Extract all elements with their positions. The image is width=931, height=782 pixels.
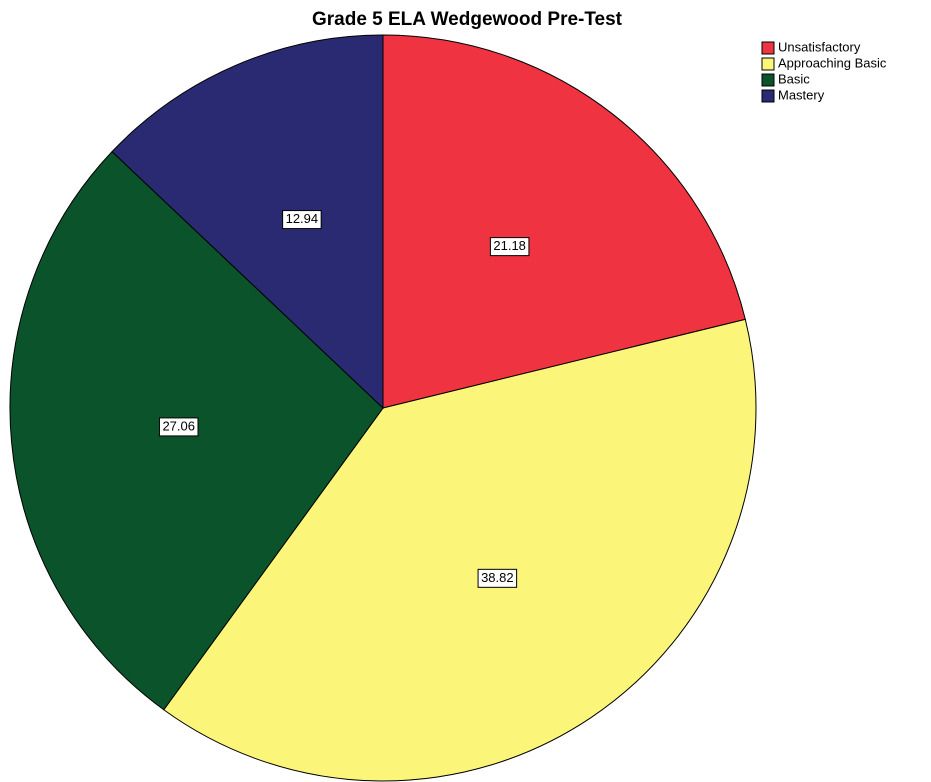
legend-swatch — [761, 73, 775, 87]
data-label: 12.94 — [286, 211, 319, 226]
pie-slice — [163, 318, 757, 782]
legend-label: Basic — [778, 71, 810, 86]
data-label-box — [158, 417, 199, 437]
legend-swatch — [761, 41, 775, 55]
chart-title: Grade 5 ELA Wedgewood Pre-Test — [312, 9, 623, 30]
legend-label: Approaching Basic — [778, 55, 887, 70]
pie-slice — [111, 34, 384, 410]
legend-label: Mastery — [778, 87, 825, 102]
legend-label: Unsatisfactory — [778, 39, 861, 54]
pie-slice — [382, 34, 746, 409]
data-label-box — [282, 210, 322, 230]
data-label: 38.82 — [481, 570, 514, 585]
data-label-box — [477, 568, 518, 588]
legend-swatch — [761, 57, 775, 71]
legend-swatch — [761, 89, 775, 103]
data-label: 27.06 — [162, 418, 195, 433]
data-label-box — [489, 237, 530, 257]
data-label: 21.18 — [493, 238, 526, 253]
